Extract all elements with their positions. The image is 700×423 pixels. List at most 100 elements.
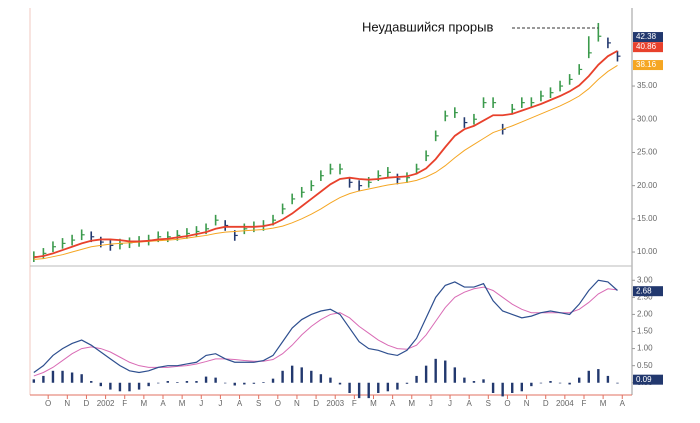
value-marker-label: 0.09 xyxy=(636,375,652,384)
x-tick-label: N xyxy=(64,399,70,408)
histogram-bar xyxy=(90,381,93,383)
histogram-bar xyxy=(147,382,150,387)
histogram-bar xyxy=(606,375,610,383)
histogram-bar xyxy=(157,382,160,384)
histogram-bar xyxy=(310,370,313,383)
line xyxy=(33,65,618,260)
histogram-bar xyxy=(386,382,390,392)
histogram-bar xyxy=(558,382,562,384)
value-marker xyxy=(633,42,663,53)
x-tick-label: D xyxy=(313,399,319,408)
histogram-bar xyxy=(377,382,380,393)
histogram-bar xyxy=(319,374,323,383)
x-tick-label: J xyxy=(429,399,433,408)
value-marker-label: 2.68 xyxy=(636,286,652,295)
x-tick-label: M xyxy=(600,399,607,408)
y-tick-label: 25.00 xyxy=(637,148,658,157)
histogram-bar xyxy=(252,382,256,384)
histogram-bar xyxy=(300,367,303,383)
line xyxy=(33,279,618,374)
histogram-bar xyxy=(482,379,485,383)
histogram-bar xyxy=(99,382,103,387)
histogram-bar xyxy=(271,378,275,383)
histogram-bar xyxy=(118,382,122,392)
histogram-bar xyxy=(338,382,342,385)
histogram-bar xyxy=(396,382,399,390)
y-tick-label: 2.50 xyxy=(637,292,653,301)
y-tick-label: 15.00 xyxy=(637,214,658,223)
histogram-bar xyxy=(597,369,600,383)
histogram-bar xyxy=(463,377,466,383)
y-tick-label: 1.00 xyxy=(637,344,653,353)
value-marker-label: 40.86 xyxy=(636,42,657,51)
histogram-bar xyxy=(501,382,504,397)
histogram-bar xyxy=(214,377,217,383)
histogram-bar xyxy=(61,370,64,383)
histogram-bar xyxy=(195,381,198,383)
x-tick-label: S xyxy=(486,399,491,408)
x-tick-label: F xyxy=(122,399,127,408)
y-tick-label: 3.00 xyxy=(637,275,653,284)
y-tick-label: 1.50 xyxy=(637,327,653,336)
histogram-bar xyxy=(243,382,246,385)
x-tick-label: M xyxy=(408,399,415,408)
value-marker xyxy=(633,60,663,71)
x-tick-label: O xyxy=(504,399,510,408)
histogram-bar xyxy=(80,374,83,383)
x-tick-label: A xyxy=(390,399,396,408)
value-marker-label: 42.38 xyxy=(636,32,657,41)
histogram-bar xyxy=(281,370,284,383)
histogram-bar xyxy=(223,382,227,384)
histogram-bar xyxy=(137,382,141,390)
histogram-bar xyxy=(185,381,189,383)
x-tick-label: 2002 xyxy=(97,399,115,408)
x-tick-label: F xyxy=(352,399,357,408)
histogram-bar xyxy=(472,381,476,383)
x-tick-label: A xyxy=(466,399,472,408)
x-tick-label: M xyxy=(370,399,377,408)
y-tick-label: 30.00 xyxy=(637,114,658,123)
x-tick-label: 2003 xyxy=(326,399,344,408)
histogram-bar xyxy=(166,381,169,383)
histogram-bar xyxy=(530,382,533,387)
y-tick-label: 10.00 xyxy=(637,247,658,256)
y-tick-label: 35.00 xyxy=(637,81,658,90)
histogram-bar xyxy=(578,377,581,383)
annotation: Неудавшийся прорыв xyxy=(362,19,493,34)
value-marker xyxy=(633,286,663,297)
histogram-bar xyxy=(109,382,112,390)
histogram-bar xyxy=(444,360,447,383)
histogram-bar xyxy=(176,382,179,383)
x-tick-label: M xyxy=(141,399,148,408)
x-tick-label: N xyxy=(524,399,530,408)
histogram-bar xyxy=(616,382,619,384)
histogram-bar xyxy=(539,382,543,384)
histogram-bar xyxy=(32,379,36,383)
x-tick-label: N xyxy=(294,399,300,408)
histogram-bar xyxy=(511,382,514,393)
histogram-bar xyxy=(405,382,409,384)
x-tick-label: D xyxy=(543,399,549,408)
y-tick-label: 2.00 xyxy=(637,310,653,319)
line xyxy=(33,286,618,377)
line xyxy=(33,50,618,259)
histogram-bar xyxy=(549,381,552,383)
histogram-bar xyxy=(51,370,55,383)
histogram-bar xyxy=(262,382,265,383)
histogram-bar xyxy=(587,370,590,383)
x-tick-label: M xyxy=(179,399,186,408)
histogram-bar xyxy=(453,367,457,383)
x-tick-label: J xyxy=(199,399,203,408)
y-tick-label: 0.50 xyxy=(637,361,653,370)
x-tick-label: A xyxy=(160,399,166,408)
x-tick-label: 2004 xyxy=(556,399,574,408)
x-tick-label: A xyxy=(620,399,626,408)
histogram-bar xyxy=(520,382,523,392)
x-tick-label: A xyxy=(237,399,243,408)
histogram-bar xyxy=(128,382,131,392)
y-tick-label: 20.00 xyxy=(637,181,658,190)
histogram-bar xyxy=(348,382,351,393)
x-tick-label: O xyxy=(45,399,51,408)
